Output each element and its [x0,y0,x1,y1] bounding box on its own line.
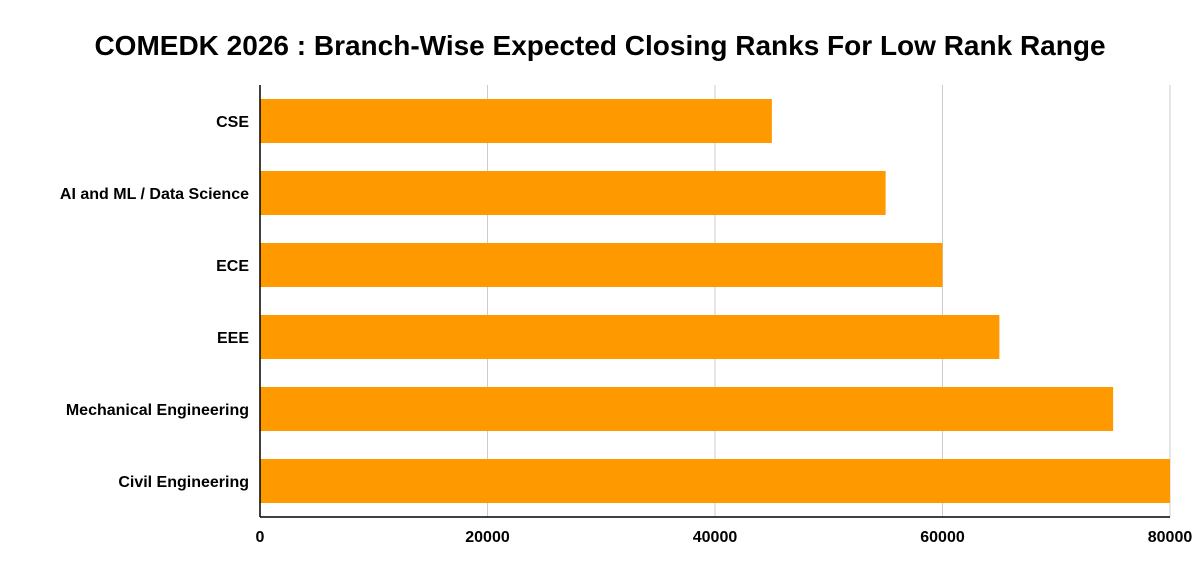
category-label: CSE [216,114,249,131]
bar [260,99,772,143]
x-tick-label: 80000 [1148,529,1193,546]
category-label: Civil Engineering [118,474,249,491]
x-tick-label: 40000 [693,529,738,546]
bar [260,459,1170,503]
category-label: Mechanical Engineering [66,402,249,419]
chart-title: COMEDK 2026 : Branch-Wise Expected Closi… [94,30,1106,61]
x-tick-label: 60000 [920,529,965,546]
category-label: AI and ML / Data Science [60,186,249,203]
bar [260,387,1114,431]
category-label: ECE [216,258,249,275]
bar [260,243,943,287]
x-tick-label: 0 [256,529,265,546]
bar [260,171,886,215]
x-tick-label: 20000 [465,529,510,546]
category-label: EEE [217,330,249,347]
bar [260,315,1000,359]
